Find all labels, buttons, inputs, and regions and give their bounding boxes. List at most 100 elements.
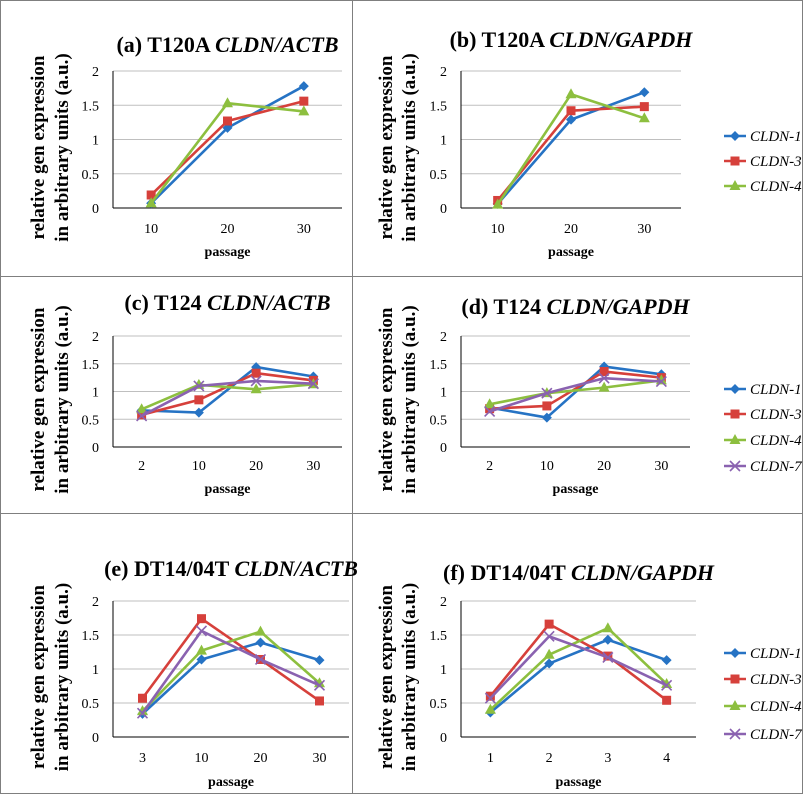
data-point <box>307 378 319 390</box>
data-point <box>661 677 673 688</box>
y-axis-label: in arbitrary units (a.u.) <box>399 583 420 771</box>
y-tick-label: 2 <box>440 65 447 80</box>
data-point <box>194 395 204 405</box>
data-point <box>602 622 614 633</box>
legend-item: CLDN-7 <box>724 727 803 743</box>
x-tick-label: 2 <box>138 459 145 474</box>
chart-title-prefix: (f) DT14/04T <box>443 560 571 585</box>
chart-title-gene: CLDN <box>234 556 295 581</box>
y-tick-label: 0 <box>440 441 447 456</box>
y-tick-label: 1.5 <box>430 629 448 644</box>
series-line-cldn-7 <box>489 376 662 413</box>
data-point <box>661 679 673 691</box>
series-line-cldn-4 <box>489 626 668 711</box>
y-axis-label: in arbitrary units (a.u.) <box>52 53 73 241</box>
data-point <box>136 410 148 422</box>
legend-item: CLDN-3 <box>724 672 802 688</box>
y-tick-label: 1 <box>92 386 99 401</box>
data-point <box>314 655 325 666</box>
chart-title: (a) T120A CLDN/ACTB <box>116 32 338 57</box>
data-point <box>145 197 157 208</box>
data-point <box>662 695 672 705</box>
y-tick-label: 1.5 <box>82 99 100 114</box>
data-point <box>254 653 267 666</box>
data-point <box>492 198 504 209</box>
data-point <box>566 106 576 116</box>
series-line-cldn-1 <box>489 365 662 419</box>
data-point <box>602 634 613 645</box>
chart-title-reference: /GAPDH <box>604 294 690 319</box>
x-tick-label: 2 <box>546 751 553 766</box>
chart-panel-e: (e) DT14/04T CLDN/ACTB 0 0.5 1 1.5 2 3 10 20 30 pa… <box>28 556 358 790</box>
chart-title-gene: CLDN <box>547 294 608 319</box>
x-axis-label: passage <box>553 482 599 497</box>
series-line-cldn-1 <box>489 638 668 714</box>
data-point <box>223 116 232 126</box>
chart-panel-b: (b) T120A CLDN/GAPDH 0 0.5 1 1.5 2 10 20 30 passa… <box>376 27 802 260</box>
data-point <box>136 707 149 719</box>
data-point <box>565 88 577 99</box>
y-tick-label: 1.5 <box>82 358 100 373</box>
data-point <box>542 401 552 411</box>
data-point <box>730 648 740 658</box>
y-axis-label: relative gen expression <box>376 307 397 491</box>
y-axis-label: in arbitrary units (a.u.) <box>52 305 73 493</box>
data-point <box>136 403 148 414</box>
data-point <box>196 644 207 655</box>
data-point <box>484 692 496 704</box>
data-point <box>729 728 741 740</box>
data-point <box>598 372 610 384</box>
chart-title-reference: /GAPDH <box>607 27 693 52</box>
data-point <box>639 87 650 98</box>
data-point <box>730 156 740 166</box>
y-tick-label: 0 <box>440 202 447 217</box>
legend-label: CLDN-7 <box>750 727 803 743</box>
data-point <box>255 637 266 648</box>
data-point <box>543 648 555 659</box>
data-point <box>298 81 309 92</box>
data-point <box>298 105 310 116</box>
legend-label: CLDN-1 <box>750 382 802 398</box>
chart-title-prefix: (c) T124 <box>124 290 207 315</box>
data-point <box>541 412 552 423</box>
legend-item: CLDN-1 <box>724 646 802 662</box>
y-tick-label: 0.5 <box>430 697 448 712</box>
x-tick-label: 10 <box>144 222 158 237</box>
data-point <box>599 367 609 377</box>
data-point <box>661 655 672 666</box>
data-point <box>638 112 650 123</box>
chart-panel-d: (d) T124 CLDN/GAPDH 0 0.5 1 1.5 2 2 10 20 30 passa… <box>376 294 803 497</box>
data-point <box>484 398 496 409</box>
chart-title-gene: CLDN <box>215 32 276 57</box>
data-point <box>193 380 205 392</box>
x-tick-label: 10 <box>491 222 505 237</box>
data-point <box>250 383 262 394</box>
data-point <box>251 368 261 378</box>
y-tick-label: 2 <box>440 330 447 345</box>
y-tick-label: 1 <box>440 663 447 678</box>
data-point <box>730 131 740 141</box>
data-point <box>222 97 233 108</box>
data-point <box>485 404 495 414</box>
chart-title-gene: CLDN <box>549 27 610 52</box>
data-point <box>541 387 553 399</box>
chart-title-prefix: (d) T124 <box>461 294 546 319</box>
chart-title: (f) DT14/04T CLDN/GAPDH <box>443 560 715 585</box>
x-tick-label: 4 <box>663 751 670 766</box>
chart-title-prefix: (a) T120A <box>116 32 215 57</box>
x-tick-label: 2 <box>486 459 493 474</box>
x-tick-label: 20 <box>221 222 235 237</box>
data-point <box>250 375 262 387</box>
data-point <box>193 407 204 418</box>
data-point <box>543 630 555 642</box>
data-point <box>729 180 741 190</box>
data-point <box>598 381 610 392</box>
legend-item: CLDN-4 <box>724 699 802 715</box>
legend-item: CLDN-1 <box>724 129 802 145</box>
data-point <box>729 434 741 444</box>
x-tick-label: 3 <box>139 751 146 766</box>
chart-title-prefix: (e) DT14/04T <box>104 556 234 581</box>
y-axis-label: relative gen expression <box>28 55 49 239</box>
x-axis-label: passage <box>548 245 594 260</box>
data-point <box>137 705 148 716</box>
